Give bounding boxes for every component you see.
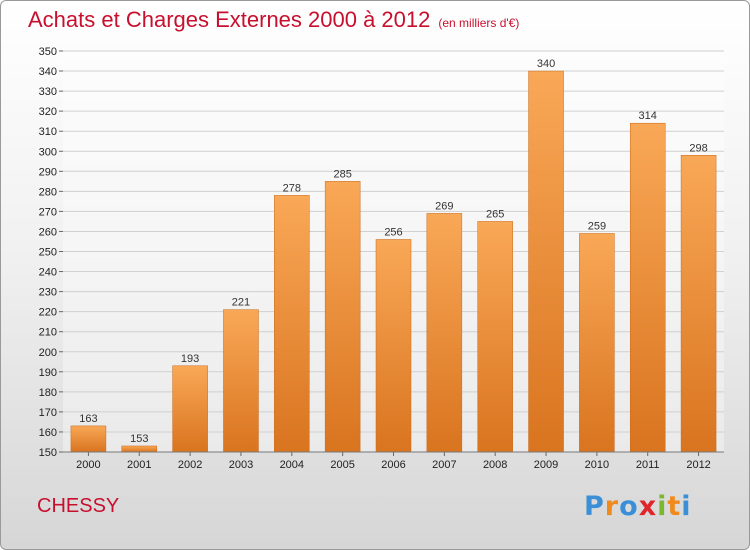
bar-2003 [223, 309, 259, 453]
logo-letter: r [604, 491, 620, 522]
bar-2008 [477, 221, 513, 453]
value-label-2011: 314 [639, 110, 657, 122]
x-tick-label-2012: 2012 [686, 459, 710, 471]
commune-name: CHESSY [37, 495, 120, 517]
logo-letter: t [667, 491, 682, 522]
x-tick-label-2011: 2011 [636, 459, 660, 471]
x-tick-label-2000: 2000 [76, 459, 100, 471]
y-tick-label: 350 [39, 46, 57, 58]
y-tick-label: 250 [39, 247, 57, 259]
bar-2011 [629, 122, 666, 453]
value-label-2008: 265 [486, 208, 504, 220]
y-tick-label: 170 [39, 407, 57, 419]
chart-subtitle: (en milliers d'€) [438, 16, 520, 30]
x-tick-label-2006: 2006 [381, 459, 405, 471]
x-tick-label-2005: 2005 [330, 459, 354, 471]
bar-2001 [121, 445, 158, 453]
y-tick-label: 280 [39, 186, 57, 198]
y-tick-label: 320 [39, 106, 57, 118]
bar-2009 [528, 70, 564, 453]
x-tick-label-2002: 2002 [178, 459, 202, 471]
x-tick-label-2003: 2003 [229, 459, 253, 471]
proxiti-logo: Proxiti [584, 491, 692, 522]
x-tick-label-2010: 2010 [585, 459, 609, 471]
bar-2007 [426, 213, 463, 453]
value-label-2006: 256 [384, 226, 402, 238]
value-label-2012: 298 [689, 142, 707, 154]
y-tick-label: 310 [39, 126, 57, 138]
x-tick-label-2004: 2004 [280, 459, 304, 471]
y-tick-label: 150 [39, 447, 57, 459]
logo-letter: P [584, 491, 605, 522]
y-tick-label: 180 [39, 387, 57, 399]
y-tick-label: 270 [39, 206, 57, 218]
y-tick-label: 300 [39, 146, 57, 158]
bar-2002 [172, 365, 208, 453]
y-tick-label: 200 [39, 347, 57, 359]
y-tick-label: 290 [39, 166, 57, 178]
value-label-2003: 221 [232, 297, 250, 309]
y-tick-label: 260 [39, 226, 57, 238]
y-tick-label: 340 [39, 66, 57, 78]
chart-title: Achats et Charges Externes 2000 à 2012 [28, 7, 431, 32]
value-labels: 163 153 193 221 278 285 256 269 265 340 259 314 298 [79, 58, 708, 445]
bar-2005 [324, 181, 361, 453]
y-tick-label: 220 [39, 307, 57, 319]
y-tick-label: 160 [39, 427, 57, 439]
bar-2004 [274, 195, 310, 453]
y-axis-ticks: 150 160 170 180 190 200 210 220 230 240 250 260 270 2… [39, 46, 63, 459]
x-tick-label-2001: 2001 [127, 459, 151, 471]
logo-letter: x [638, 491, 658, 522]
logo-letter: i [657, 491, 668, 522]
value-label-2002: 193 [181, 353, 199, 365]
value-label-2004: 278 [283, 182, 301, 194]
title-line: Achats et Charges Externes 2000 à 2012 (e… [28, 7, 519, 33]
x-tick-label-2008: 2008 [483, 459, 507, 471]
value-label-2007: 269 [435, 200, 453, 212]
y-tick-label: 190 [39, 367, 57, 379]
value-label-2001: 153 [130, 433, 148, 445]
value-label-2009: 340 [537, 58, 555, 70]
value-label-2010: 259 [588, 220, 606, 232]
value-label-2000: 163 [79, 413, 97, 425]
y-tick-label: 210 [39, 327, 57, 339]
y-tick-label: 240 [39, 267, 57, 279]
logo-letter: i [681, 491, 692, 522]
x-tick-label-2007: 2007 [432, 459, 456, 471]
value-label-2005: 285 [333, 168, 351, 180]
y-tick-label: 330 [39, 86, 57, 98]
bar-2012 [680, 155, 717, 453]
x-tick-label-2009: 2009 [534, 459, 558, 471]
bar-2006 [375, 239, 412, 453]
x-axis-ticks: 2000 2001 2002 2003 2004 2005 2006 2007 2008 2009… [76, 452, 711, 471]
bar-2000 [70, 425, 107, 453]
logo-letter: o [619, 491, 639, 522]
bars [70, 70, 717, 453]
y-tick-label: 230 [39, 287, 57, 299]
bar-2010 [579, 233, 615, 453]
